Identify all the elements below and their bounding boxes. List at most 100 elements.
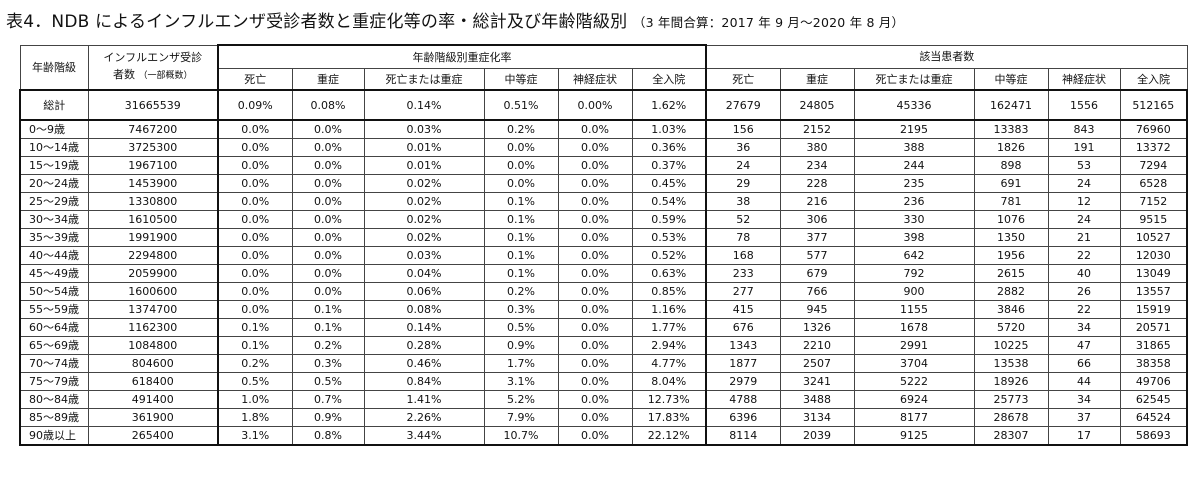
row-count-hospitalized: 7152	[1119, 192, 1189, 211]
row-count-hospitalized: 13557	[1119, 282, 1189, 301]
row-count-hospitalized: 62545	[1119, 390, 1189, 409]
row-rate-death-or-severe: 1.41%	[363, 390, 485, 409]
row-count-death-or-severe: 792	[853, 264, 975, 283]
row-patients: 1084800	[87, 336, 219, 355]
row-count-hospitalized: 38358	[1119, 354, 1189, 373]
total-label: 総計	[19, 89, 89, 121]
row-rate-moderate: 0.9%	[483, 336, 559, 355]
influenza-severity-table: 年齢階級 インフルエンザ受診 者数 （一部概数） 年齢階級別重症化率 該当患者数…	[19, 44, 1189, 446]
row-patients: 361900	[87, 408, 219, 427]
header-patients-note: （一部概数）	[138, 71, 193, 82]
table-row: 80〜84歳 491400 1.0% 0.7% 1.41% 5.2% 0.0% 12.73% 4…	[19, 390, 1189, 409]
row-rate-hospitalized: 0.37%	[631, 156, 708, 175]
row-count-severe: 945	[779, 300, 855, 319]
row-count-severe: 380	[779, 138, 855, 157]
row-rate-moderate: 0.1%	[483, 228, 559, 247]
row-rate-moderate: 10.7%	[483, 426, 559, 446]
row-count-moderate: 3846	[973, 300, 1049, 319]
table-row: 25〜29歳 1330800 0.0% 0.0% 0.02% 0.1% 0.0% 0.54% 3…	[19, 192, 1189, 211]
table-row: 20〜24歳 1453900 0.0% 0.0% 0.02% 0.0% 0.0% 0.45% 2…	[19, 174, 1189, 193]
row-rate-moderate: 0.1%	[483, 210, 559, 229]
row-rate-severe: 0.0%	[291, 246, 365, 265]
row-count-moderate: 13538	[973, 354, 1049, 373]
row-rate-neuro: 0.0%	[557, 174, 633, 193]
row-age-label: 60〜64歳	[19, 318, 89, 337]
row-age-label: 70〜74歳	[19, 354, 89, 373]
row-patients: 1991900	[87, 228, 219, 247]
header-rate-group: 年齢階級別重症化率	[216, 44, 708, 69]
row-age-label: 0〜9歳	[19, 119, 89, 139]
rate-header-neuro: 神経症状	[557, 68, 633, 91]
row-rate-hospitalized: 0.45%	[631, 174, 708, 193]
row-patients: 3725300	[87, 138, 219, 157]
row-rate-death-or-severe: 2.26%	[363, 408, 485, 427]
row-rate-neuro: 0.0%	[557, 408, 633, 427]
row-rate-hospitalized: 0.53%	[631, 228, 708, 247]
row-count-severe: 3241	[779, 372, 855, 391]
row-count-death-or-severe: 9125	[853, 426, 975, 446]
row-rate-death-or-severe: 0.06%	[363, 282, 485, 301]
row-rate-death-or-severe: 0.84%	[363, 372, 485, 391]
row-count-severe: 2210	[779, 336, 855, 355]
row-count-death: 415	[705, 300, 781, 319]
header-age: 年齢階級	[19, 44, 89, 91]
row-age-label: 80〜84歳	[19, 390, 89, 409]
table-row: 65〜69歳 1084800 0.1% 0.2% 0.28% 0.9% 0.0% 2.94% 1…	[19, 336, 1189, 355]
total-rate-death-or-severe: 0.14%	[363, 89, 485, 121]
row-rate-severe: 0.7%	[291, 390, 365, 409]
page-title: 表4．NDB によるインフルエンザ受診者数と重症化等の率・総計及び年齢階級別 （…	[6, 7, 904, 32]
row-rate-hospitalized: 0.85%	[631, 282, 708, 301]
row-rate-moderate: 7.9%	[483, 408, 559, 427]
total-row: 総計 31665539 0.09% 0.08% 0.14% 0.51% 0.00…	[19, 89, 1189, 121]
row-count-severe: 377	[779, 228, 855, 247]
row-rate-neuro: 0.0%	[557, 156, 633, 175]
row-count-death: 168	[705, 246, 781, 265]
rate-header-moderate: 中等症	[483, 68, 559, 91]
table-row: 90歳以上 265400 3.1% 0.8% 3.44% 10.7% 0.0% 22.12% 8…	[19, 426, 1189, 446]
row-rate-hospitalized: 1.16%	[631, 300, 708, 319]
row-count-moderate: 691	[973, 174, 1049, 193]
table-row: 45〜49歳 2059900 0.0% 0.0% 0.04% 0.1% 0.0% 0.63% 2…	[19, 264, 1189, 283]
row-rate-neuro: 0.0%	[557, 192, 633, 211]
table-row: 60〜64歳 1162300 0.1% 0.1% 0.14% 0.5% 0.0% 1.77% 6…	[19, 318, 1189, 337]
row-rate-severe: 0.9%	[291, 408, 365, 427]
row-count-hospitalized: 6528	[1119, 174, 1189, 193]
row-rate-neuro: 0.0%	[557, 300, 633, 319]
row-count-neuro: 24	[1047, 174, 1121, 193]
row-age-label: 90歳以上	[19, 426, 89, 446]
table-row: 10〜14歳 3725300 0.0% 0.0% 0.01% 0.0% 0.0% 0.36% 3…	[19, 138, 1189, 157]
row-rate-severe: 0.0%	[291, 264, 365, 283]
row-patients: 1330800	[87, 192, 219, 211]
row-rate-hospitalized: 1.77%	[631, 318, 708, 337]
row-age-label: 30〜34歳	[19, 210, 89, 229]
total-rate-severe: 0.08%	[291, 89, 365, 121]
row-count-neuro: 34	[1047, 318, 1121, 337]
table-row: 55〜59歳 1374700 0.0% 0.1% 0.08% 0.3% 0.0% 1.16% 4…	[19, 300, 1189, 319]
row-count-hospitalized: 13049	[1119, 264, 1189, 283]
total-rate-death: 0.09%	[217, 89, 293, 121]
row-count-moderate: 13383	[973, 119, 1049, 139]
row-count-death: 36	[705, 138, 781, 157]
row-count-neuro: 47	[1047, 336, 1121, 355]
total-rate-neuro: 0.00%	[557, 89, 633, 121]
row-age-label: 45〜49歳	[19, 264, 89, 283]
row-count-death: 78	[705, 228, 781, 247]
row-count-severe: 234	[779, 156, 855, 175]
row-rate-moderate: 0.5%	[483, 318, 559, 337]
row-rate-hospitalized: 0.59%	[631, 210, 708, 229]
table-body: 0〜9歳 7467200 0.0% 0.0% 0.03% 0.2% 0.0% 1.03% 156…	[19, 119, 1189, 446]
row-count-death-or-severe: 1678	[853, 318, 975, 337]
total-count-severe: 24805	[779, 89, 855, 121]
count-header-moderate: 中等症	[973, 68, 1049, 91]
row-rate-severe: 0.0%	[291, 282, 365, 301]
row-count-hospitalized: 20571	[1119, 318, 1189, 337]
table-row: 70〜74歳 804600 0.2% 0.3% 0.46% 1.7% 0.0% 4.77% 18…	[19, 354, 1189, 373]
row-count-death: 676	[705, 318, 781, 337]
row-rate-death: 3.1%	[217, 426, 293, 446]
row-rate-moderate: 0.0%	[483, 156, 559, 175]
row-rate-neuro: 0.0%	[557, 138, 633, 157]
header-patients: インフルエンザ受診 者数 （一部概数）	[87, 44, 219, 91]
row-count-death-or-severe: 642	[853, 246, 975, 265]
row-count-death-or-severe: 2991	[853, 336, 975, 355]
row-count-neuro: 44	[1047, 372, 1121, 391]
